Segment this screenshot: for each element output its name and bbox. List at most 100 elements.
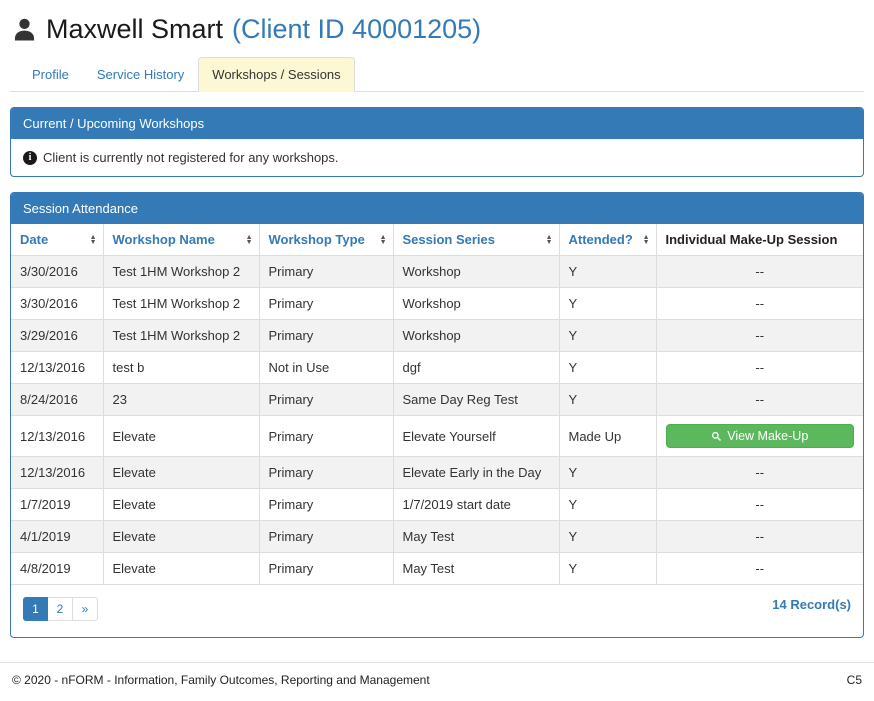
cell-makeup: -- xyxy=(655,383,863,416)
cell-attended: Y xyxy=(558,287,657,320)
cell-makeup: -- xyxy=(655,456,863,489)
cell-makeup: View Make-Up xyxy=(655,415,863,457)
cell-date: 3/30/2016 xyxy=(11,287,104,320)
footer: © 2020 - nFORM - Information, Family Out… xyxy=(0,662,874,701)
column-header-session-series[interactable]: Session Series ▲ ▼ xyxy=(392,224,560,256)
person-icon xyxy=(12,17,37,42)
column-header-workshop-name[interactable]: Workshop Name ▲ ▼ xyxy=(102,224,260,256)
table-row: 1/7/2019 Elevate Primary 1/7/2019 start dat… xyxy=(11,488,863,521)
cell-session-series: Same Day Reg Test xyxy=(392,383,560,416)
workshops-panel: Current / Upcoming Workshops Client is c… xyxy=(10,107,864,177)
attendance-header-row: Date ▲ ▼ Workshop Name ▲ ▼ Workshop Type ▲ ▼ Sess… xyxy=(11,224,863,256)
cell-workshop-type: Primary xyxy=(258,520,394,553)
cell-date: 12/13/2016 xyxy=(11,351,104,384)
table-row: 12/13/2016 test b Not in Use dgf Y -- xyxy=(11,351,863,384)
tab-profile[interactable]: Profile xyxy=(32,67,69,82)
cell-makeup: -- xyxy=(655,488,863,521)
cell-attended: Made Up xyxy=(558,415,657,457)
cell-workshop-name: Elevate xyxy=(102,456,260,489)
cell-date: 12/13/2016 xyxy=(11,415,104,457)
cell-workshop-type: Primary xyxy=(258,415,394,457)
view-makeup-button[interactable]: View Make-Up xyxy=(665,424,854,448)
sort-icon: ▲ ▼ xyxy=(642,233,650,246)
sort-icon: ▲ ▼ xyxy=(379,233,387,246)
cell-workshop-type: Primary xyxy=(258,456,394,489)
client-id: (Client ID 40001205) xyxy=(232,14,482,44)
table-row: 3/30/2016 Test 1HM Workshop 2 Primary Works… xyxy=(11,255,863,288)
cell-workshop-type: Primary xyxy=(258,255,394,288)
cell-workshop-name: Elevate xyxy=(102,520,260,553)
tab-workshops-sessions[interactable]: Workshops / Sessions xyxy=(198,57,355,92)
cell-attended: Y xyxy=(558,520,657,553)
cell-makeup: -- xyxy=(655,319,863,352)
cell-workshop-type: Primary xyxy=(258,552,394,585)
workshops-panel-body: Client is currently not registered for a… xyxy=(11,139,863,176)
page-button-2[interactable]: 2 xyxy=(48,597,73,621)
client-header: Maxwell Smart (Client ID 40001205) xyxy=(12,14,864,45)
column-header-attended[interactable]: Attended? ▲ ▼ xyxy=(558,224,657,256)
cell-makeup: -- xyxy=(655,255,863,288)
tab-service-history[interactable]: Service History xyxy=(96,67,185,82)
table-row: 12/13/2016 Elevate Primary Elevate Early in… xyxy=(11,456,863,489)
cell-makeup: -- xyxy=(655,287,863,320)
column-label: Workshop Type xyxy=(268,232,365,247)
sort-icon: ▲ ▼ xyxy=(89,233,97,246)
attendance-table-body: 3/30/2016 Test 1HM Workshop 2 Primary Works… xyxy=(11,255,863,585)
cell-workshop-name: Test 1HM Workshop 2 xyxy=(102,255,260,288)
cell-session-series: Elevate Early in the Day xyxy=(392,456,560,489)
cell-workshop-type: Primary xyxy=(258,287,394,320)
cell-session-series: May Test xyxy=(392,552,560,585)
cell-attended: Y xyxy=(558,488,657,521)
page-button-[interactable]: » xyxy=(73,597,98,621)
page: Maxwell Smart (Client ID 40001205) Profi… xyxy=(0,0,874,638)
cell-session-series: Workshop xyxy=(392,255,560,288)
table-row: 4/1/2019 Elevate Primary May Test Y -- xyxy=(11,520,863,553)
cell-attended: Y xyxy=(558,456,657,489)
client-name: Maxwell Smart xyxy=(46,14,224,44)
cell-workshop-name: Test 1HM Workshop 2 xyxy=(102,319,260,352)
cell-workshop-name: Elevate xyxy=(102,415,260,457)
cell-session-series: Workshop xyxy=(392,319,560,352)
column-header-individual-make-up-session: Individual Make-Up Session xyxy=(655,224,863,256)
sort-icon: ▲ ▼ xyxy=(545,233,553,246)
column-header-workshop-type[interactable]: Workshop Type ▲ ▼ xyxy=(258,224,394,256)
cell-date: 4/1/2019 xyxy=(11,520,104,553)
cell-attended: Y xyxy=(558,351,657,384)
column-label: Attended? xyxy=(568,232,633,247)
no-workshops-message: Client is currently not registered for a… xyxy=(43,150,339,165)
column-label: Session Series xyxy=(402,232,496,247)
cell-date: 4/8/2019 xyxy=(11,552,104,585)
cell-workshop-name: 23 xyxy=(102,383,260,416)
page-button-1[interactable]: 1 xyxy=(23,597,48,621)
record-count: 14 Record(s) xyxy=(772,597,851,612)
cell-attended: Y xyxy=(558,255,657,288)
attendance-panel: Session Attendance Date ▲ ▼ Workshop Name ▲ ▼… xyxy=(10,192,864,638)
table-row: 3/29/2016 Test 1HM Workshop 2 Primary Works… xyxy=(11,319,863,352)
info-icon xyxy=(23,150,37,165)
attendance-table: Date ▲ ▼ Workshop Name ▲ ▼ Workshop Type ▲ ▼ Sess… xyxy=(11,224,863,585)
column-header-date[interactable]: Date ▲ ▼ xyxy=(11,224,104,256)
cell-attended: Y xyxy=(558,552,657,585)
column-label: Individual Make-Up Session xyxy=(665,232,838,247)
cell-workshop-type: Not in Use xyxy=(258,351,394,384)
cell-session-series: Elevate Yourself xyxy=(392,415,560,457)
pagination-row: 1 2» 14 Record(s) xyxy=(11,585,863,637)
cell-date: 12/13/2016 xyxy=(11,456,104,489)
column-label: Date xyxy=(20,232,49,247)
attendance-panel-title: Session Attendance xyxy=(11,193,863,224)
cell-makeup: -- xyxy=(655,351,863,384)
cell-workshop-type: Primary xyxy=(258,488,394,521)
cell-session-series: 1/7/2019 start date xyxy=(392,488,560,521)
table-row: 3/30/2016 Test 1HM Workshop 2 Primary Works… xyxy=(11,287,863,320)
column-label: Workshop Name xyxy=(112,232,215,247)
pager: 1 2» xyxy=(23,597,98,621)
cell-date: 3/30/2016 xyxy=(11,255,104,288)
cell-date: 1/7/2019 xyxy=(11,488,104,521)
cell-session-series: dgf xyxy=(392,351,560,384)
sort-icon: ▲ ▼ xyxy=(245,233,253,246)
cell-workshop-name: Test 1HM Workshop 2 xyxy=(102,287,260,320)
table-row: 12/13/2016 Elevate Primary Elevate Yourself… xyxy=(11,415,863,457)
cell-makeup: -- xyxy=(655,552,863,585)
cell-workshop-type: Primary xyxy=(258,319,394,352)
table-row: 8/24/2016 23 Primary Same Day Reg Test Y -- xyxy=(11,383,863,416)
